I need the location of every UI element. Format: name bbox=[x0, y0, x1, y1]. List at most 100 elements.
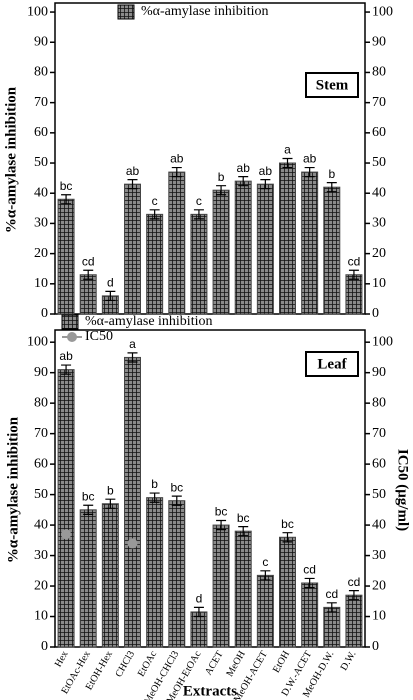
y2-tick-label: 50 bbox=[372, 155, 386, 170]
significance-letter: bc bbox=[170, 480, 183, 494]
error-bar bbox=[149, 492, 160, 503]
y-tick-label: 80 bbox=[34, 65, 48, 80]
y-label: %α-amylase inhibition bbox=[5, 416, 21, 563]
error-bar bbox=[127, 352, 138, 363]
y2-tick-label: 100 bbox=[372, 334, 393, 349]
legend-swatch bbox=[61, 314, 79, 330]
error-bar bbox=[282, 157, 293, 169]
significance-letter: c bbox=[196, 194, 202, 208]
significance-letter: cd bbox=[348, 254, 361, 268]
bar bbox=[234, 180, 252, 315]
significance-letter: ab bbox=[237, 161, 251, 175]
significance-letter: c bbox=[152, 194, 158, 208]
bar bbox=[124, 356, 141, 648]
y-tick-label: 20 bbox=[34, 578, 48, 593]
y2-tick-label: 60 bbox=[372, 125, 386, 140]
significance-letter: d bbox=[196, 592, 203, 606]
y2-tick-label: 40 bbox=[372, 517, 386, 532]
x-label: Extracts bbox=[183, 683, 237, 699]
error-bar bbox=[83, 504, 94, 516]
bar bbox=[256, 574, 274, 648]
error-bar bbox=[171, 495, 182, 506]
error-bar bbox=[216, 519, 227, 531]
x-tick-label: Hex bbox=[53, 649, 71, 669]
y-tick-label: 0 bbox=[41, 639, 48, 654]
significance-letter: cd bbox=[348, 575, 361, 589]
bar bbox=[301, 171, 319, 315]
error-bar bbox=[304, 166, 315, 178]
y-tick-label: 90 bbox=[34, 34, 48, 49]
error-bar bbox=[238, 526, 249, 537]
x-tick-label: D.W. bbox=[339, 649, 359, 672]
error-bar bbox=[127, 179, 138, 190]
y-tick-label: 10 bbox=[34, 276, 48, 291]
y2-tick-label: 10 bbox=[372, 609, 386, 624]
error-bar bbox=[282, 532, 293, 543]
y-tick-label: 50 bbox=[34, 487, 48, 502]
y-tick-label: 70 bbox=[34, 95, 48, 110]
panel-label-box bbox=[305, 351, 359, 377]
error-bar bbox=[105, 290, 116, 302]
ic50-point bbox=[127, 538, 138, 549]
error-bar bbox=[61, 194, 72, 205]
y2-tick-label: 40 bbox=[372, 185, 386, 200]
bar bbox=[345, 274, 363, 315]
error-bar bbox=[61, 364, 72, 375]
y-tick-label: 60 bbox=[34, 456, 48, 471]
bar bbox=[279, 536, 296, 648]
y-tick-label: 90 bbox=[34, 365, 48, 380]
significance-letter: ab bbox=[303, 152, 317, 166]
significance-letter: bc bbox=[281, 517, 294, 531]
y2-tick-label: 0 bbox=[372, 639, 379, 654]
y-label: %α-amylase inhibition bbox=[3, 86, 19, 233]
bar bbox=[124, 183, 141, 315]
significance-letter: b bbox=[328, 167, 335, 181]
panel-label: Leaf bbox=[317, 356, 347, 372]
bar bbox=[168, 500, 186, 648]
error-bar bbox=[193, 209, 204, 220]
y2-tick-label: 70 bbox=[372, 95, 386, 110]
error-bar bbox=[171, 166, 182, 178]
plot-frame bbox=[54, 2, 366, 315]
y2-tick-label: 90 bbox=[372, 365, 386, 380]
y2-tick-label: 20 bbox=[372, 578, 386, 593]
y-tick-label: 30 bbox=[34, 548, 48, 563]
ic50-point bbox=[61, 529, 72, 540]
y2-tick-label: 70 bbox=[372, 426, 386, 441]
significance-letter: cd bbox=[303, 563, 316, 577]
legend-label: IC50 bbox=[85, 329, 113, 344]
significance-letter: bc bbox=[60, 179, 73, 193]
y2-tick-label: 0 bbox=[372, 306, 379, 321]
y-tick-label: 0 bbox=[41, 306, 48, 321]
error-bar bbox=[348, 590, 359, 601]
significance-letter: a bbox=[129, 337, 136, 351]
error-bar bbox=[260, 570, 271, 581]
y2-tick-label: 80 bbox=[372, 65, 386, 80]
y-tick-label: 20 bbox=[34, 246, 48, 261]
error-bar bbox=[193, 606, 204, 618]
x-tick-label: EtOAc bbox=[136, 649, 160, 679]
x-tick-label: ACET bbox=[203, 649, 226, 677]
y2-tick-label: 30 bbox=[372, 216, 386, 231]
error-bar bbox=[105, 498, 116, 509]
bar bbox=[101, 503, 119, 648]
bar bbox=[345, 594, 363, 648]
bar bbox=[212, 524, 230, 648]
y2-label: IC50 (μg/ml) bbox=[395, 449, 411, 531]
significance-letter: ab bbox=[170, 152, 184, 166]
bar bbox=[168, 171, 186, 315]
y-tick-label: 80 bbox=[34, 395, 48, 410]
bar bbox=[146, 497, 164, 648]
significance-letter: b bbox=[218, 170, 225, 184]
y2-tick-label: 20 bbox=[372, 246, 386, 261]
panel-label-box bbox=[305, 72, 359, 98]
significance-letter: ab bbox=[259, 164, 273, 178]
bar bbox=[256, 183, 274, 315]
error-bar bbox=[238, 176, 249, 187]
bar bbox=[57, 369, 75, 648]
bar bbox=[79, 509, 97, 648]
error-bar bbox=[149, 209, 160, 220]
significance-letter: d bbox=[107, 276, 114, 290]
significance-letter: bc bbox=[215, 505, 228, 519]
